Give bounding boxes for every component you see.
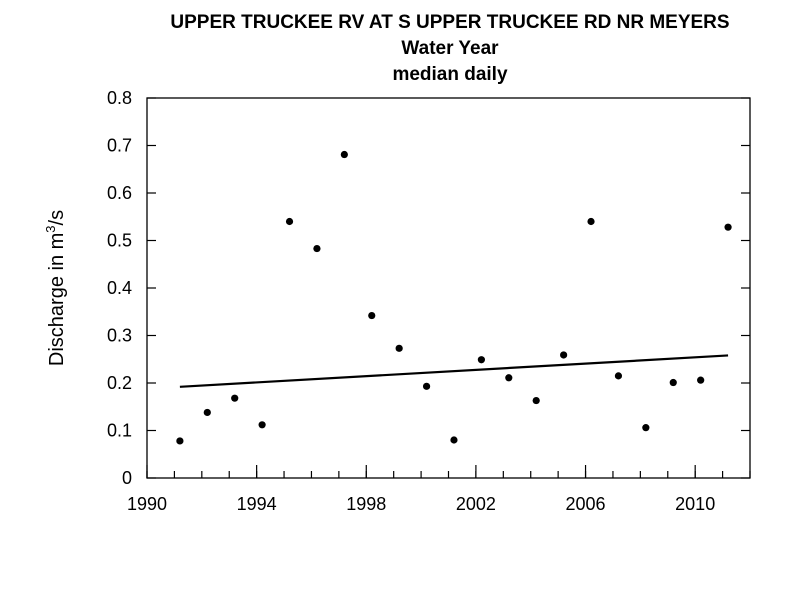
y-tick-label: 0.7 — [107, 136, 132, 156]
chart-title: UPPER TRUCKEE RV AT S UPPER TRUCKEE RD N… — [170, 12, 730, 33]
data-point — [368, 311, 376, 320]
data-point — [697, 376, 705, 384]
y-tick-label: 0.3 — [107, 326, 132, 346]
x-tick-label: 1994 — [237, 494, 277, 514]
trend-line-group — [179, 354, 729, 388]
data-point — [614, 372, 623, 380]
data-point — [285, 217, 294, 226]
data-point — [505, 374, 513, 382]
x-tick-label: 1998 — [346, 494, 386, 514]
data-point — [642, 424, 650, 432]
data-point — [313, 244, 321, 253]
trend-line — [179, 354, 729, 388]
data-point — [477, 356, 485, 364]
data-point — [258, 421, 266, 429]
data-point — [176, 437, 184, 445]
data-point — [724, 223, 732, 231]
data-point — [422, 382, 431, 390]
y-tick-label: 0.2 — [107, 373, 132, 393]
y-axis-label: Discharge in m3/s — [43, 210, 68, 366]
data-point — [560, 351, 568, 359]
data-point — [669, 378, 677, 387]
plot-frame — [146, 97, 751, 479]
chart-subtitle-1: Water Year — [401, 38, 499, 59]
y-tick-label: 0 — [122, 468, 132, 488]
data-point — [395, 344, 403, 352]
y-tick-label: 0.5 — [107, 231, 132, 251]
data-point — [340, 150, 348, 159]
y-axis-label-main: Discharge in m — [46, 233, 68, 366]
tick-labels: 1990 1994 1998 2002 2006 2010 0 0.1 0.2 0.3 0.4 0.5… — [107, 88, 715, 514]
data-point — [532, 396, 540, 405]
y-axis-label-tail: /s — [46, 210, 68, 226]
x-tick-label: 2002 — [456, 494, 496, 514]
y-axis-label-superscript: 3 — [43, 225, 58, 232]
chart-subtitle-2: median daily — [392, 64, 508, 85]
data-point — [203, 408, 211, 417]
x-tick-label: 1990 — [127, 494, 167, 514]
y-tick-label: 0.4 — [107, 278, 132, 298]
x-tick-label: 2010 — [675, 494, 715, 514]
data-point — [450, 436, 458, 444]
data-points — [176, 150, 732, 445]
y-tick-label: 0.6 — [107, 183, 132, 203]
y-tick-label: 0.8 — [107, 88, 132, 108]
x-tick-label: 2006 — [566, 494, 606, 514]
data-point — [587, 217, 595, 226]
axis-ticks — [146, 97, 751, 479]
y-tick-label: 0.1 — [107, 421, 132, 441]
data-point — [231, 394, 239, 402]
